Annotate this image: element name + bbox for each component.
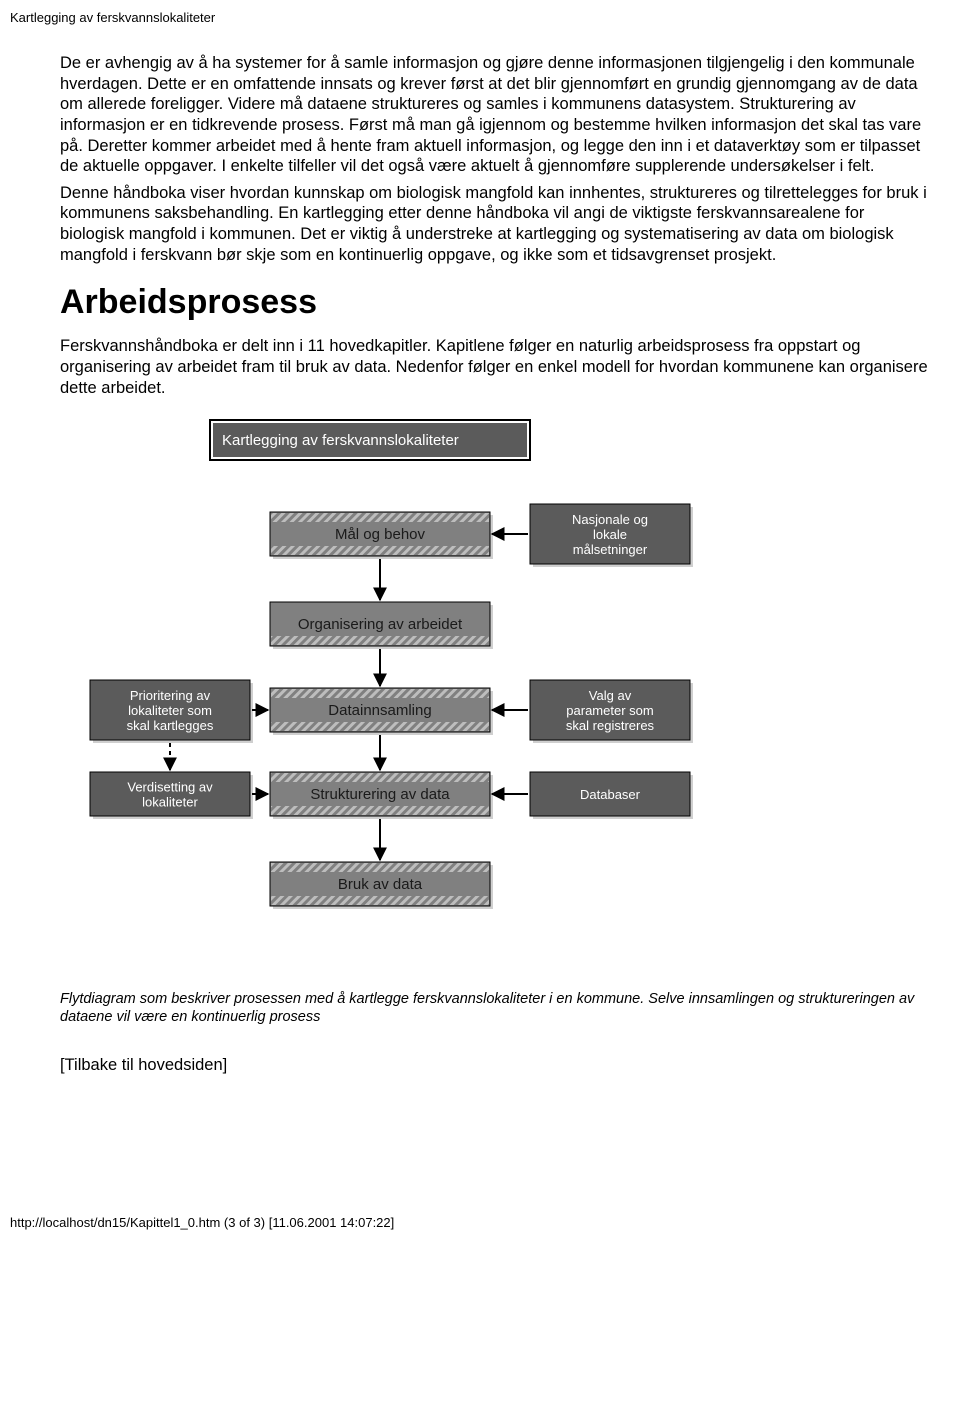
flowchart-diagram: Kartlegging av ferskvannslokaliteter Mål … — [60, 412, 930, 972]
paragraph-1: De er avhengig av å ha systemer for å sa… — [60, 53, 930, 177]
svg-text:Valg av: Valg av — [589, 688, 632, 703]
svg-text:skal registreres: skal registreres — [566, 718, 655, 733]
svg-text:parameter som: parameter som — [566, 703, 653, 718]
back-to-main-link[interactable]: [Tilbake til hovedsiden] — [60, 1056, 930, 1075]
svg-text:Databaser: Databaser — [580, 787, 641, 802]
svg-text:Kartlegging av ferskvannslokal: Kartlegging av ferskvannslokaliteter — [222, 432, 459, 449]
svg-text:lokale: lokale — [593, 527, 627, 542]
svg-text:Bruk av data: Bruk av data — [338, 876, 423, 893]
svg-text:Prioritering av: Prioritering av — [130, 688, 211, 703]
paragraph-2: Denne håndboka viser hvordan kunnskap om… — [60, 183, 930, 266]
svg-text:Nasjonale og: Nasjonale og — [572, 512, 648, 527]
svg-text:Verdisetting av: Verdisetting av — [127, 780, 213, 795]
paragraph-3: Ferskvannshåndboka er delt inn i 11 hove… — [60, 336, 930, 398]
footer-url: http://localhost/dn15/Kapittel1_0.htm (3… — [10, 1215, 930, 1230]
svg-text:Strukturering av data: Strukturering av data — [310, 786, 450, 803]
svg-text:lokaliteter: lokaliteter — [142, 795, 198, 810]
svg-text:skal kartlegges: skal kartlegges — [127, 718, 214, 733]
svg-text:Datainnsamling: Datainnsamling — [328, 702, 431, 719]
svg-text:målsetninger: målsetninger — [573, 542, 648, 557]
svg-text:Mål og behov: Mål og behov — [335, 526, 426, 543]
heading-arbeidsprosess: Arbeidsprosess — [60, 283, 930, 322]
svg-text:lokaliteter som: lokaliteter som — [128, 703, 212, 718]
page-header-small: Kartlegging av ferskvannslokaliteter — [10, 10, 930, 25]
diagram-caption: Flytdiagram som beskriver prosessen med … — [60, 990, 930, 1026]
svg-text:Organisering av arbeidet: Organisering av arbeidet — [298, 616, 463, 633]
